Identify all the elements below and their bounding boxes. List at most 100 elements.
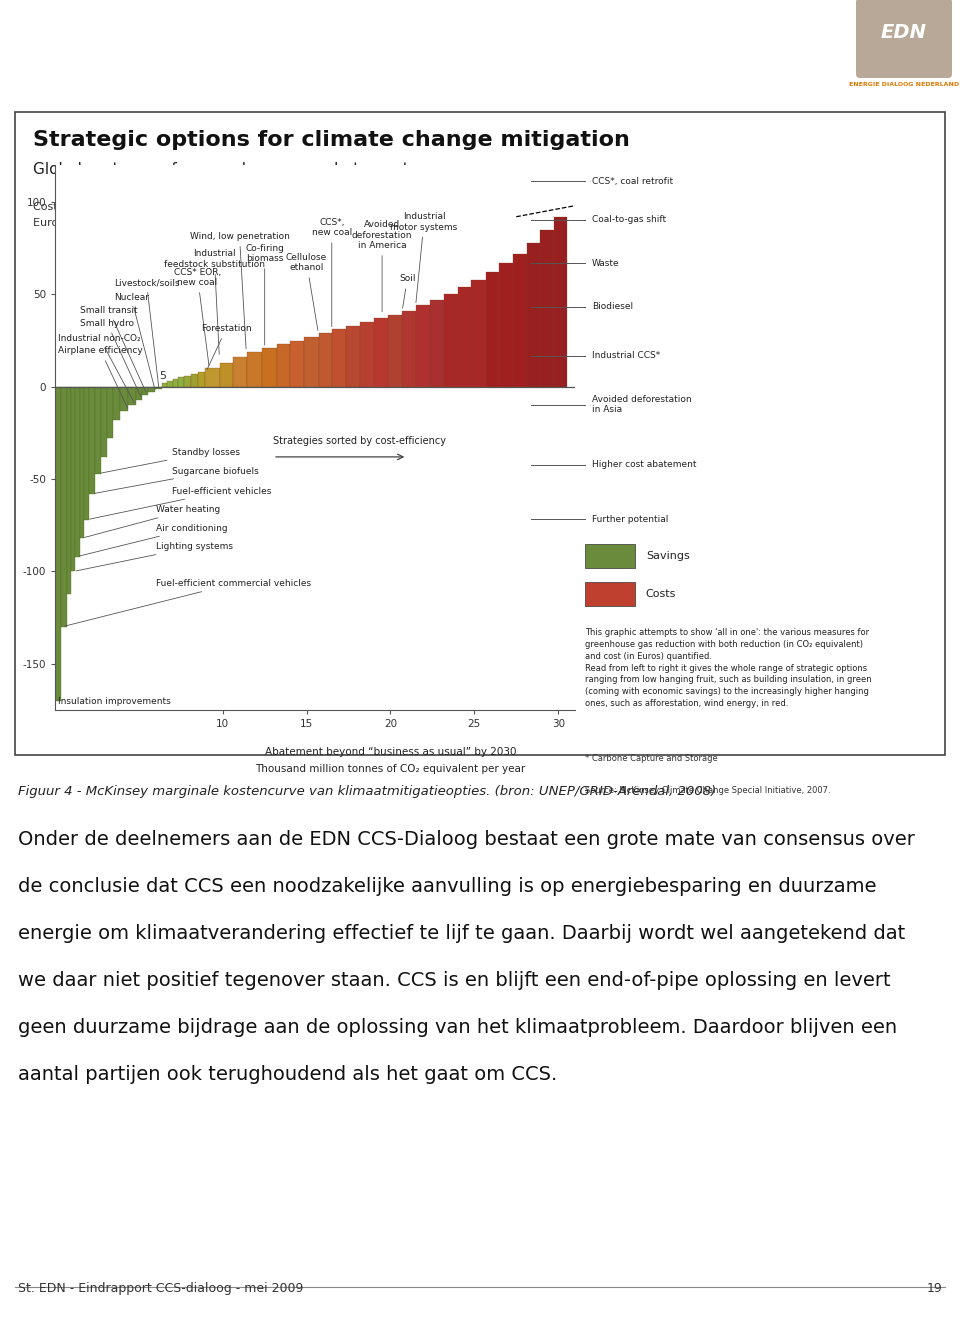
Text: St. EDN - Eindrapport CCS-dialoog - mei 2009: St. EDN - Eindrapport CCS-dialoog - mei … (18, 1281, 303, 1295)
Text: 5: 5 (158, 371, 166, 382)
Bar (135, 387, 142, 399)
Text: CCS*,
new coal: CCS*, new coal (312, 218, 352, 327)
Bar (360, 323, 374, 387)
Text: Waste: Waste (591, 258, 619, 268)
Text: geen duurzame bijdrage aan de oplossing van het klimaatprobleem. Daardoor blijve: geen duurzame bijdrage aan de oplossing … (18, 1018, 898, 1036)
Bar (67, 387, 71, 593)
Bar (89, 387, 95, 494)
Bar (585, 582, 635, 607)
Bar (233, 358, 248, 387)
Bar (374, 319, 388, 387)
Bar (71, 387, 76, 572)
Text: Insulation improvements: Insulation improvements (59, 698, 171, 706)
Bar (84, 387, 89, 520)
Bar (527, 242, 540, 387)
Bar (540, 230, 554, 387)
Bar (332, 329, 347, 387)
Text: Avoided deforestation
in Asia: Avoided deforestation in Asia (591, 395, 691, 415)
Text: Lighting systems: Lighting systems (76, 542, 232, 570)
Text: Further potential: Further potential (591, 514, 668, 524)
Bar (61, 387, 67, 627)
Text: Nuclear: Nuclear (113, 293, 155, 390)
Bar (184, 376, 191, 387)
Bar (129, 387, 135, 406)
Bar (173, 379, 179, 387)
FancyBboxPatch shape (856, 0, 952, 78)
Text: de conclusie dat CCS een noodzakelijke aanvulling is op energiebesparing en duur: de conclusie dat CCS een noodzakelijke a… (18, 877, 876, 896)
Text: Abatement beyond “business as usual” by 2030: Abatement beyond “business as usual” by … (265, 747, 516, 757)
Text: Standby losses: Standby losses (102, 449, 240, 473)
Bar (167, 382, 173, 387)
Text: Biodiesel: Biodiesel (591, 303, 633, 311)
Text: Livestock/soils: Livestock/soils (113, 279, 180, 387)
Bar (204, 368, 220, 387)
Text: Fuel-efficient commercial vehicles: Fuel-efficient commercial vehicles (64, 580, 311, 627)
Bar (80, 387, 84, 538)
Bar (471, 280, 486, 387)
Bar (430, 300, 444, 387)
Text: Sugarcane biofuels: Sugarcane biofuels (95, 466, 259, 493)
Bar (142, 387, 148, 395)
Text: Small transit: Small transit (81, 305, 146, 392)
Text: 19: 19 (926, 1281, 942, 1295)
Text: Coal-to-gas shift: Coal-to-gas shift (591, 216, 666, 224)
Bar (120, 387, 129, 411)
Text: Strategic options for climate change mitigation: Strategic options for climate change mit… (33, 130, 630, 150)
Bar (156, 387, 162, 390)
Bar (276, 344, 290, 387)
Bar (76, 387, 80, 557)
Bar (220, 363, 233, 387)
Text: Savings: Savings (646, 552, 689, 561)
Text: Industrial
motor systems: Industrial motor systems (391, 213, 458, 303)
Text: EDN: EDN (881, 24, 927, 43)
Bar (486, 272, 499, 387)
Text: aantal partijen ook terughoudend als het gaat om CCS.: aantal partijen ook terughoudend als het… (18, 1065, 557, 1085)
Text: we daar niet positief tegenover staan. CCS is en blijft een end-of-pipe oplossin: we daar niet positief tegenover staan. C… (18, 971, 891, 990)
Text: Soil: Soil (399, 274, 416, 308)
Text: Fuel-efficient vehicles: Fuel-efficient vehicles (89, 487, 272, 520)
Bar (554, 217, 567, 387)
Bar (347, 325, 360, 387)
Text: CCS* EOR,
new coal: CCS* EOR, new coal (174, 268, 221, 366)
Text: Co-firing
biomass: Co-firing biomass (245, 244, 284, 345)
Text: CCS*, coal retrofit: CCS*, coal retrofit (591, 177, 673, 186)
Text: Industrial
feedstock substitution: Industrial feedstock substitution (164, 249, 265, 355)
Text: Wind, low penetration: Wind, low penetration (189, 232, 290, 349)
Bar (248, 352, 262, 387)
Bar (444, 295, 458, 387)
Text: Strategies sorted by cost-efficiency: Strategies sorted by cost-efficiency (273, 435, 446, 446)
Bar (95, 387, 101, 474)
Bar (304, 337, 319, 387)
Bar (162, 383, 167, 387)
Bar (107, 387, 113, 438)
Bar (179, 378, 184, 387)
Text: Air conditioning: Air conditioning (80, 524, 228, 556)
Text: Onder de deelnemers aan de EDN CCS-Dialoog bestaat een grote mate van consensus : Onder de deelnemers aan de EDN CCS-Dialo… (18, 830, 915, 849)
Text: ENERGIE DIALOOG NEDERLAND: ENERGIE DIALOOG NEDERLAND (849, 82, 959, 87)
Bar (191, 374, 198, 387)
Text: Cellulose
ethanol: Cellulose ethanol (286, 253, 327, 331)
Text: * Carbone Capture and Storage: * Carbone Capture and Storage (585, 754, 717, 763)
Bar (401, 311, 416, 387)
Text: Higher cost abatement: Higher cost abatement (591, 461, 696, 469)
Text: Euros per tonne of CO₂ equivalent avoided per year: Euros per tonne of CO₂ equivalent avoide… (33, 218, 322, 228)
Text: Industrial non-CO₂: Industrial non-CO₂ (59, 333, 141, 403)
Bar (416, 305, 430, 387)
Text: Avoided
deforestation
in America: Avoided deforestation in America (352, 221, 413, 312)
Text: Airplane efficiency: Airplane efficiency (59, 347, 143, 408)
Bar (113, 387, 120, 420)
Bar (514, 253, 527, 387)
Bar (499, 262, 514, 387)
Bar (55, 387, 61, 700)
Bar (458, 287, 471, 387)
Text: This graphic attempts to show 'all in one': the various measures for
greenhouse : This graphic attempts to show 'all in on… (585, 628, 872, 708)
Text: Industrial CCS*: Industrial CCS* (591, 351, 660, 360)
Bar (290, 340, 304, 387)
Bar (388, 315, 401, 387)
Text: Figuur 4 - McKinsey marginale kostencurve van klimaatmitigatieopties. (bron: UNE: Figuur 4 - McKinsey marginale kostencurv… (18, 785, 716, 798)
Bar (15, 112, 945, 755)
Text: Water heating: Water heating (84, 505, 220, 537)
Bar (198, 372, 204, 387)
Text: Cost of reducing greenhouse gas emissions by 2030: Cost of reducing greenhouse gas emission… (33, 202, 324, 212)
Text: Forestation: Forestation (201, 324, 252, 370)
